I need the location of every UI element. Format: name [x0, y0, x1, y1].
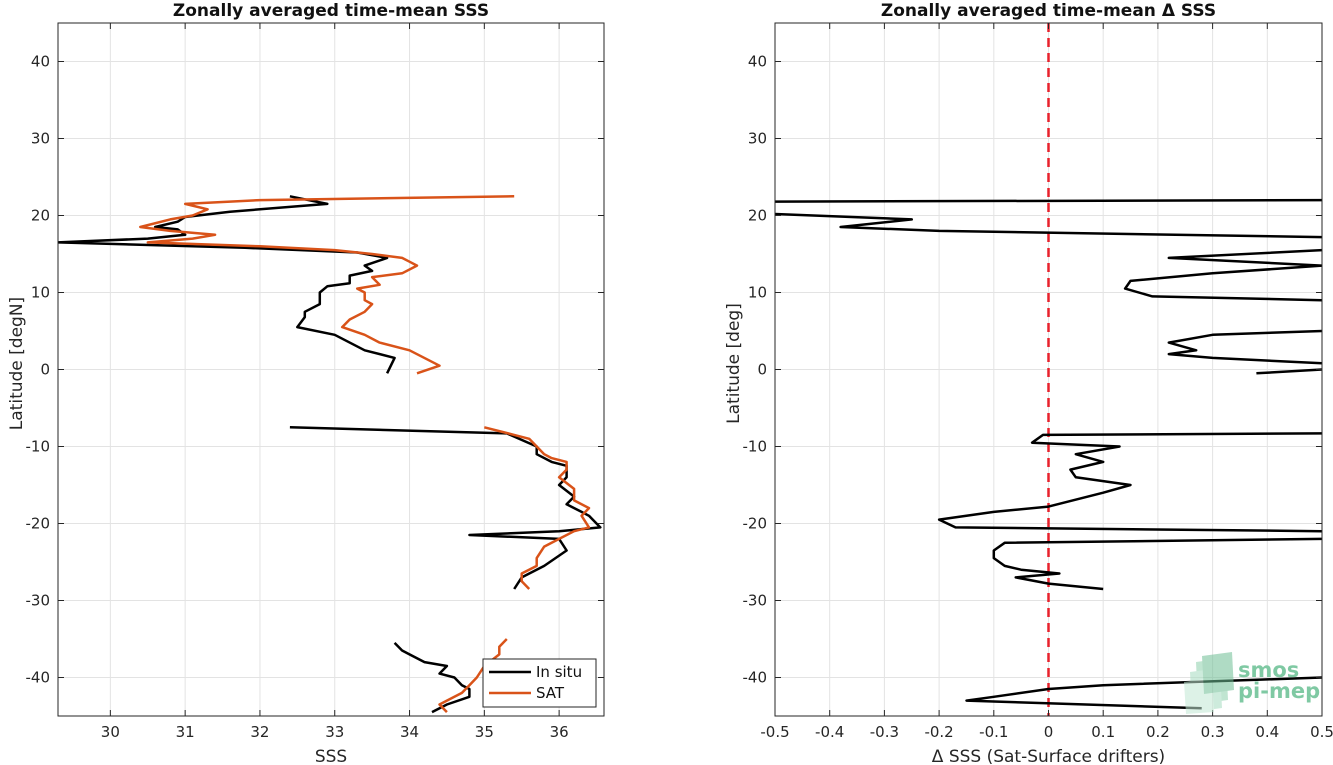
- x-tick-label: -0.4: [815, 723, 844, 741]
- x-tick-label: 0.1: [1091, 723, 1115, 741]
- series-line-sat: [438, 638, 508, 713]
- x-tick-label: 0.4: [1255, 723, 1279, 741]
- y-axis-label: Latitude [degN]: [7, 297, 27, 430]
- x-axis-label: SSS: [315, 747, 347, 765]
- x-tick-label: 0: [1044, 723, 1054, 741]
- x-tick-label: 33: [325, 723, 344, 741]
- y-tick-label: -30: [743, 592, 768, 610]
- series-line-delta-sss: [775, 198, 1322, 203]
- logo-mark-icon: [1184, 652, 1234, 714]
- x-axis-label: Δ SSS (Sat-Surface drifters): [932, 747, 1165, 765]
- tick-labels: -0.5 -0.4 -0.3 -0.2 -0.1 0 0.1 0.2 0.3 0.4 0.5 -40 -…: [743, 23, 1333, 741]
- series-line-in-situ: [58, 195, 396, 374]
- y-tick-label: 40: [748, 53, 767, 71]
- y-tick-label: 40: [31, 53, 50, 71]
- series-line-in-situ: [289, 426, 602, 590]
- x-tick-label: 0.2: [1146, 723, 1170, 741]
- legend-label-sat: SAT: [536, 684, 565, 702]
- y-tick-label: 0: [757, 361, 767, 379]
- tick-labels: 30 31 32 33 34 35 36 -40 -30 -20 -10 0 10 20 30 40: [26, 23, 604, 741]
- series-line-delta-sss: [1123, 248, 1322, 302]
- y-axis-label: Latitude [deg]: [724, 303, 744, 424]
- x-tick-label: 32: [250, 723, 269, 741]
- x-tick-label: -0.2: [924, 723, 953, 741]
- grid-lines: [58, 23, 604, 716]
- series-line-delta-sss: [965, 676, 1322, 710]
- sss-profile-panel: 30 31 32 33 34 35 36 -40 -30 -20 -10 0 10 20 30 40 Zona…: [7, 1, 605, 765]
- series-line-sat: [483, 426, 591, 590]
- y-tick-label: 20: [31, 207, 50, 225]
- y-tick-label: 0: [40, 361, 50, 379]
- y-tick-label: -40: [743, 669, 768, 687]
- series-line-delta-sss: [937, 432, 1322, 533]
- series-line-delta-sss: [1256, 368, 1322, 375]
- y-tick-label: -10: [26, 438, 51, 456]
- series-line-delta-sss: [992, 537, 1322, 591]
- series-layer: [775, 198, 1322, 710]
- y-tick-label: 30: [31, 130, 50, 148]
- legend-box: [482, 658, 597, 708]
- y-tick-label: -40: [26, 669, 51, 687]
- y-tick-label: -20: [743, 515, 768, 533]
- logo-text-pi-mep: pi-mep: [1238, 679, 1320, 703]
- y-tick-label: 30: [748, 130, 767, 148]
- y-tick-label: -30: [26, 592, 51, 610]
- x-tick-label: -0.1: [979, 723, 1008, 741]
- delta-sss-panel: -0.5 -0.4 -0.3 -0.2 -0.1 0 0.1 0.2 0.3 0.4 0.5 -40 -…: [724, 1, 1333, 765]
- series-line-in-situ: [393, 642, 471, 714]
- x-tick-label: 36: [550, 723, 569, 741]
- series-line-delta-sss: [775, 212, 1322, 239]
- y-tick-label: 20: [748, 207, 767, 225]
- x-tick-label: 30: [101, 723, 120, 741]
- series-line-delta-sss: [1167, 329, 1322, 365]
- legend-label-in-situ: In situ: [536, 663, 582, 681]
- x-tick-label: -0.5: [760, 723, 789, 741]
- series-line-sat: [139, 195, 515, 375]
- y-tick-label: 10: [748, 284, 767, 302]
- smos-pi-mep-logo: smos pi-mep: [1184, 652, 1320, 714]
- x-tick-label: 35: [475, 723, 494, 741]
- x-tick-label: 0.3: [1201, 723, 1225, 741]
- x-tick-label: 31: [176, 723, 195, 741]
- x-tick-label: 34: [400, 723, 419, 741]
- y-tick-label: 10: [31, 284, 50, 302]
- series-layer: [58, 195, 602, 714]
- y-tick-label: -10: [743, 438, 768, 456]
- chart-title: Zonally averaged time-mean SSS: [173, 1, 489, 21]
- logo-text-smos: smos: [1238, 658, 1299, 682]
- x-tick-label: 0.5: [1310, 723, 1333, 741]
- legend: In situ SAT: [482, 658, 597, 708]
- chart-title: Zonally averaged time-mean Δ SSS: [881, 1, 1216, 21]
- x-tick-label: -0.3: [870, 723, 899, 741]
- y-tick-label: -20: [26, 515, 51, 533]
